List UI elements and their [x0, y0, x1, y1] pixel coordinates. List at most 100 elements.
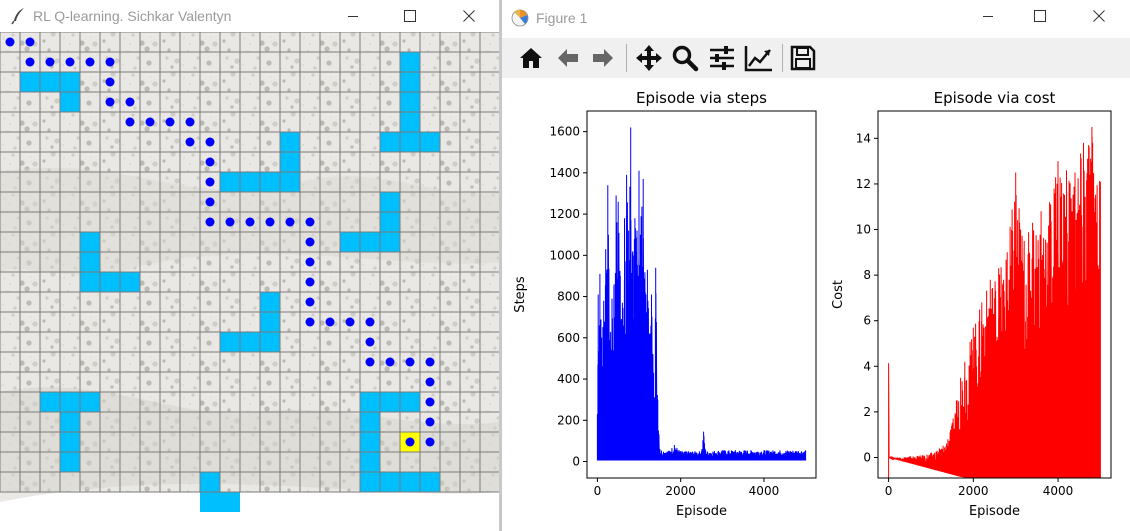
agent-path-dot	[425, 437, 435, 447]
obstacle-cell	[240, 172, 260, 192]
y-tick-label: 10	[856, 223, 871, 237]
obstacle-cell	[80, 252, 100, 272]
save-button[interactable]	[787, 41, 819, 75]
agent-path-dot	[105, 57, 115, 67]
obstacle-cell	[80, 392, 100, 412]
obstacle-cell	[200, 492, 220, 512]
y-tick-label: 4	[863, 359, 871, 373]
obstacle-cell	[380, 392, 400, 412]
obstacle-cell	[40, 72, 60, 92]
chart-title: Episode via cost	[934, 89, 1056, 107]
agent-path-dot	[285, 217, 295, 227]
y-tick-label: 1200	[549, 207, 580, 221]
obstacle-cell	[200, 472, 220, 492]
obstacle-cell	[360, 412, 380, 432]
title-bar[interactable]: RL Q-learning. Sichkar Valentyn	[0, 0, 500, 32]
y-tick-label: 200	[557, 413, 580, 427]
agent-path-dot	[185, 137, 195, 147]
x-tick-label: 0	[885, 484, 893, 498]
y-tick-label: 1600	[549, 125, 580, 139]
maximize-icon	[404, 10, 416, 22]
window-title: RL Q-learning. Sichkar Valentyn	[33, 8, 232, 24]
feather-icon	[11, 8, 24, 25]
y-tick-label: 0	[572, 455, 580, 469]
toolbar-separator	[782, 44, 783, 72]
close-button[interactable]	[446, 0, 492, 32]
minimize-icon	[348, 16, 358, 17]
agent-path-dot	[325, 317, 335, 327]
minimize-button[interactable]	[330, 0, 376, 32]
agent-path-dot	[245, 217, 255, 227]
chart-cost: 0 2000 4000 0 2 4 6 8 10 12 14 Episode via cost Epis…	[831, 89, 1112, 519]
x-tick-label: 0	[594, 484, 602, 498]
obstacle-cell	[80, 232, 100, 252]
agent-path-dot	[305, 217, 315, 227]
obstacle-cell	[380, 132, 400, 152]
edit-axis-button[interactable]	[743, 41, 775, 75]
agent-path-dot	[365, 337, 375, 347]
configure-subplots-button[interactable]	[706, 41, 738, 75]
obstacle-cell	[80, 272, 100, 292]
agent-path-dot	[305, 297, 315, 307]
obstacle-cell	[380, 212, 400, 232]
agent-path-dot	[305, 277, 315, 287]
obstacle-cell	[380, 232, 400, 252]
obstacle-cell	[360, 392, 380, 412]
back-button[interactable]	[552, 41, 584, 75]
obstacle-cell	[360, 232, 380, 252]
zoom-button[interactable]	[669, 41, 701, 75]
home-button[interactable]	[515, 41, 547, 75]
agent-path-dot	[185, 117, 195, 127]
agent-path-dot	[65, 57, 75, 67]
agent-path-dot	[85, 57, 95, 67]
obstacle-cell	[260, 172, 280, 192]
agent-path-dot	[425, 377, 435, 387]
agent-path-dot	[305, 237, 315, 247]
obstacle-cell	[360, 432, 380, 452]
window-title: Figure 1	[536, 10, 588, 26]
agent-path-dot	[205, 197, 215, 207]
obstacle-cell	[400, 72, 420, 92]
agent-path-dot	[385, 357, 395, 367]
x-tick-label: 4000	[1043, 484, 1074, 498]
obstacle-cell	[240, 332, 260, 352]
maximize-button[interactable]	[387, 0, 433, 32]
pan-button[interactable]	[633, 41, 665, 75]
gridworld-canvas[interactable]	[0, 32, 500, 531]
agent-path-dot	[125, 117, 135, 127]
obstacle-cell	[260, 332, 280, 352]
chart-title: Episode via steps	[636, 89, 767, 107]
x-axis-label: Episode	[969, 504, 1020, 519]
y-tick-label: 0	[863, 450, 871, 464]
minimize-icon	[983, 16, 993, 17]
chart-steps: 0 2000 4000 0 200 400 600 800 1000 1200 1400 1600 Ep…	[513, 89, 817, 519]
y-tick-label: 6	[863, 314, 871, 328]
maximize-button[interactable]	[1017, 0, 1063, 32]
obstacle-cell	[100, 272, 120, 292]
agent-path-dot	[25, 37, 35, 47]
close-button[interactable]	[1076, 0, 1122, 32]
x-tick-label: 2000	[958, 484, 989, 498]
figure-canvas[interactable]: 0 2000 400002004006008001000120014001600Ep…	[502, 78, 1130, 531]
agent-path-dot	[5, 37, 15, 47]
obstacle-cell	[400, 392, 420, 412]
obstacle-cell	[20, 72, 40, 92]
plot-frame	[877, 110, 1112, 479]
pan-icon	[636, 45, 662, 71]
obstacle-cell	[40, 392, 60, 412]
zoom-icon	[672, 45, 699, 72]
edit-axis-icon	[744, 46, 772, 72]
agent-path-dot	[205, 177, 215, 187]
y-tick-label: 2	[863, 405, 871, 419]
obstacle-cell	[340, 232, 360, 252]
obstacle-cell	[360, 452, 380, 472]
obstacle-cell	[380, 192, 400, 212]
title-bar[interactable]: Figure 1	[502, 0, 1130, 32]
close-icon	[463, 10, 475, 22]
minimize-button[interactable]	[965, 0, 1011, 32]
y-tick-label: 800	[557, 290, 580, 304]
agent-path-dot	[365, 317, 375, 327]
obstacle-cell	[400, 112, 420, 132]
forward-button[interactable]	[587, 41, 619, 75]
navigation-toolbar	[502, 38, 1130, 78]
